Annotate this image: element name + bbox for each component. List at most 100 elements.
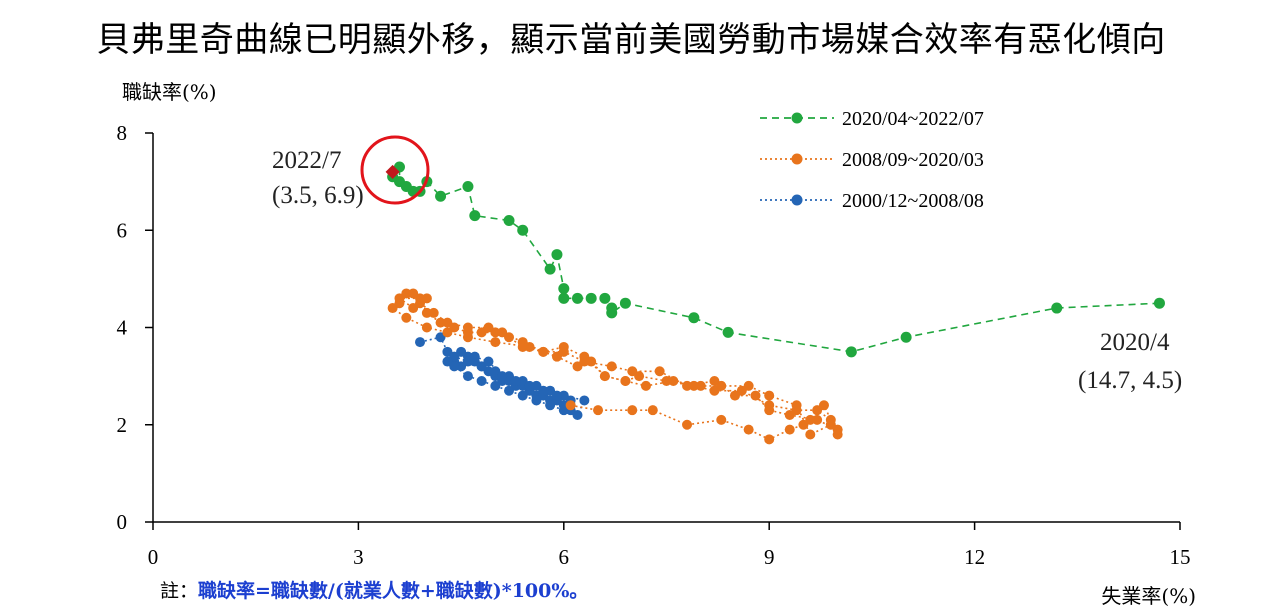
data-point (627, 366, 638, 377)
data-point (593, 405, 604, 416)
data-point (462, 322, 473, 333)
data-point (504, 385, 515, 396)
x-tick-label: 0 (148, 545, 159, 569)
data-point (572, 410, 583, 421)
callout-coord-label: (14.7, 4.5) (1078, 367, 1182, 394)
data-point (845, 346, 857, 358)
data-point (599, 292, 611, 304)
data-point (764, 434, 775, 445)
footnote-prefix: 註： (160, 580, 199, 602)
highlight-coord-label: (3.5, 6.9) (272, 182, 364, 209)
data-point (812, 414, 823, 425)
data-point (900, 331, 912, 343)
data-point (469, 351, 480, 362)
data-point (709, 375, 720, 386)
legend-label: 2008/09~2020/03 (842, 149, 984, 171)
data-point (387, 303, 398, 314)
data-point (825, 414, 836, 425)
legend-label: 2000/12~2008/08 (842, 190, 984, 212)
data-point (462, 371, 473, 382)
data-point (497, 371, 508, 382)
data-point (517, 390, 528, 401)
data-point (1051, 302, 1063, 314)
x-tick-label: 6 (559, 545, 570, 569)
data-point (490, 337, 501, 348)
data-point (812, 405, 823, 416)
data-point (394, 293, 405, 304)
data-point (682, 419, 693, 430)
legend: 2020/04~2022/07 2008/09~2020/03 2000/12~20… (760, 108, 984, 212)
data-point (524, 380, 535, 391)
footnote-body: 職缺率=職缺數/(就業人數+職缺數)*100%。 (198, 580, 589, 602)
highlight-label: 2022/7 (272, 147, 341, 174)
data-point (476, 375, 487, 386)
data-point (558, 283, 570, 295)
data-point (421, 307, 432, 318)
data-point (586, 356, 597, 367)
data-point (1153, 297, 1165, 309)
data-point (709, 385, 720, 396)
data-point (510, 375, 521, 386)
data-point (579, 395, 590, 406)
data-point (654, 366, 665, 377)
data-point (661, 375, 672, 386)
x-tick-label: 15 (1170, 545, 1191, 569)
data-point (764, 390, 775, 401)
data-point (640, 380, 651, 391)
data-point (415, 337, 426, 348)
data-point (538, 385, 549, 396)
x-axis-title: 失業率(%) (1101, 584, 1196, 608)
data-point (688, 312, 700, 324)
data-point (558, 346, 569, 357)
y-tick-label: 4 (117, 316, 128, 340)
data-point (538, 346, 549, 357)
data-point (442, 317, 453, 328)
data-point (764, 405, 775, 416)
data-point (545, 400, 556, 411)
axes: 0 3 6 9 12 15 0 2 4 6 8 職缺率(%) 失業率(%) (117, 80, 1197, 608)
data-point (421, 293, 432, 304)
data-point (565, 400, 576, 411)
highlight-point (385, 164, 400, 179)
y-axis-title: 職缺率(%) (122, 80, 217, 104)
data-point (805, 414, 816, 425)
data-point (729, 390, 740, 401)
data-point (695, 380, 706, 391)
data-point (722, 326, 734, 338)
data-point (551, 390, 562, 401)
y-tick-label: 2 (117, 413, 128, 437)
data-point (421, 322, 432, 333)
data-point (435, 190, 447, 202)
data-point (682, 380, 693, 391)
data-point (408, 303, 419, 314)
data-point (503, 215, 515, 227)
y-tick-label: 6 (117, 218, 128, 242)
data-point (428, 307, 439, 318)
callout-label: 2020/4 (1100, 329, 1170, 356)
x-tick-label: 9 (764, 545, 775, 569)
data-point (408, 288, 419, 299)
data-point (832, 424, 843, 435)
data-point (784, 424, 795, 435)
data-point (462, 180, 474, 192)
data-point (619, 297, 631, 309)
highlight-circle (360, 135, 430, 205)
data-point (497, 327, 508, 338)
data-point (585, 292, 597, 304)
data-point (647, 405, 658, 416)
data-point (668, 375, 679, 386)
data-point (750, 390, 761, 401)
data-point (469, 210, 481, 222)
data-point (551, 249, 563, 261)
data-point (805, 429, 816, 440)
data-point (606, 302, 618, 314)
data-point (449, 361, 460, 372)
data-point (627, 405, 638, 416)
data-point (743, 424, 754, 435)
series-1 (387, 288, 843, 445)
legend-marker (791, 112, 803, 124)
data-point (784, 410, 795, 421)
data-point (456, 346, 467, 357)
page-title: 貝弗里奇曲線已明顯外移，顯示當前美國勞動市場媒合效率有惡化傾向 (96, 20, 1166, 60)
data-point (531, 395, 542, 406)
